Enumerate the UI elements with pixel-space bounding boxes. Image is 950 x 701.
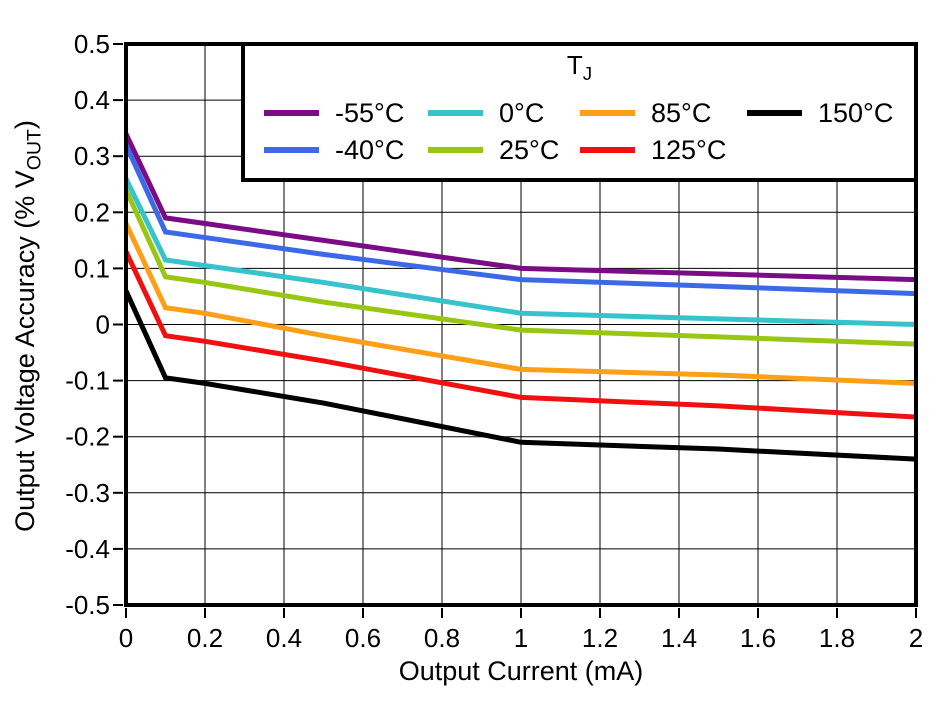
x-tick-label: 0 bbox=[119, 623, 133, 653]
y-tick-label: -0.4 bbox=[65, 534, 110, 564]
legend-entry: -40°C bbox=[264, 135, 404, 165]
legend-swatch bbox=[747, 110, 802, 116]
legend-title-text: T bbox=[566, 50, 583, 80]
legend-swatch bbox=[580, 110, 635, 116]
x-tick-label: 1 bbox=[514, 623, 528, 653]
y-axis-label-suffix: ) bbox=[10, 120, 40, 130]
legend-column: -55°C -40°C bbox=[264, 98, 404, 165]
legend-swatch bbox=[428, 110, 483, 116]
y-tick-label: 0.3 bbox=[74, 141, 110, 171]
legend-label: 125°C bbox=[651, 135, 727, 165]
legend-swatch bbox=[580, 147, 635, 153]
legend-entry: 25°C bbox=[428, 135, 559, 165]
series-line-150c bbox=[123, 289, 917, 462]
series-line-0c bbox=[123, 177, 917, 327]
y-tick-label: 0.5 bbox=[74, 29, 110, 59]
y-tick-label: 0.4 bbox=[74, 85, 110, 115]
series-line-25c bbox=[123, 188, 917, 347]
y-axis-label-text: Output Voltage Accuracy (% V bbox=[10, 170, 40, 532]
series-lines bbox=[123, 132, 917, 462]
x-tick-label: 1.6 bbox=[740, 623, 776, 653]
x-tick-label: 1.4 bbox=[661, 623, 697, 653]
y-tick-label: 0 bbox=[96, 310, 110, 340]
legend-label: -40°C bbox=[335, 135, 405, 165]
legend-column: 150°C bbox=[747, 98, 893, 128]
legend-swatch bbox=[428, 147, 483, 153]
legend-label: 85°C bbox=[651, 98, 712, 128]
series-line--40c bbox=[123, 143, 917, 297]
y-axis-label: Output Voltage Accuracy (% VOUT) bbox=[9, 111, 45, 541]
x-tick-label: 0.2 bbox=[187, 623, 223, 653]
legend-label: 150°C bbox=[818, 98, 894, 128]
legend-entry: -55°C bbox=[264, 98, 404, 128]
x-tick-label: 0.4 bbox=[266, 623, 302, 653]
legend-title-subscript: J bbox=[582, 63, 593, 85]
x-axis-label: Output Current (mA) bbox=[398, 656, 644, 686]
series-line--55c bbox=[123, 132, 917, 283]
legend-column: 0°C 25°C bbox=[428, 98, 559, 165]
y-tick-label: -0.3 bbox=[65, 478, 110, 508]
x-tick-label: 1.8 bbox=[819, 623, 855, 653]
x-tick-label: 0.6 bbox=[345, 623, 381, 653]
x-tick-label: 1.2 bbox=[582, 623, 618, 653]
legend-box: TJ -55°C -40°C 0°C 25°C 85°C 125°C 150°C bbox=[241, 42, 918, 182]
legend-label: 0°C bbox=[499, 98, 545, 128]
y-tick-label: -0.5 bbox=[65, 590, 110, 620]
y-tick-label: -0.2 bbox=[65, 422, 110, 452]
y-tick-label: 0.2 bbox=[74, 197, 110, 227]
legend-title: TJ bbox=[245, 50, 914, 85]
legend-entry: 150°C bbox=[747, 98, 893, 128]
series-line-125c bbox=[123, 250, 917, 420]
legend-entry: 125°C bbox=[580, 135, 726, 165]
series-line-85c bbox=[123, 222, 917, 386]
y-tick-labels: 0.5 0.4 0.3 0.2 0.1 0 -0.1 -0.2 -0.3 -0.4 -0.5 bbox=[65, 29, 110, 620]
y-axis-label-subscript: OUT bbox=[23, 129, 46, 171]
legend-column: 85°C 125°C bbox=[580, 98, 726, 165]
legend-entry: 0°C bbox=[428, 98, 559, 128]
legend-entry: 85°C bbox=[580, 98, 726, 128]
x-tick-label: 2 bbox=[909, 623, 923, 653]
legend-label: 25°C bbox=[499, 135, 560, 165]
x-tick-labels: 0 0.2 0.4 0.6 0.8 1 1.2 1.4 1.6 1.8 2 bbox=[119, 623, 923, 653]
legend-swatch bbox=[264, 110, 319, 116]
y-tick-label: 0.1 bbox=[74, 253, 110, 283]
axis-tick-marks bbox=[113, 43, 917, 618]
y-tick-label: -0.1 bbox=[65, 366, 110, 396]
legend-swatch bbox=[264, 147, 319, 153]
legend-label: -55°C bbox=[335, 98, 405, 128]
x-tick-label: 0.8 bbox=[424, 623, 460, 653]
